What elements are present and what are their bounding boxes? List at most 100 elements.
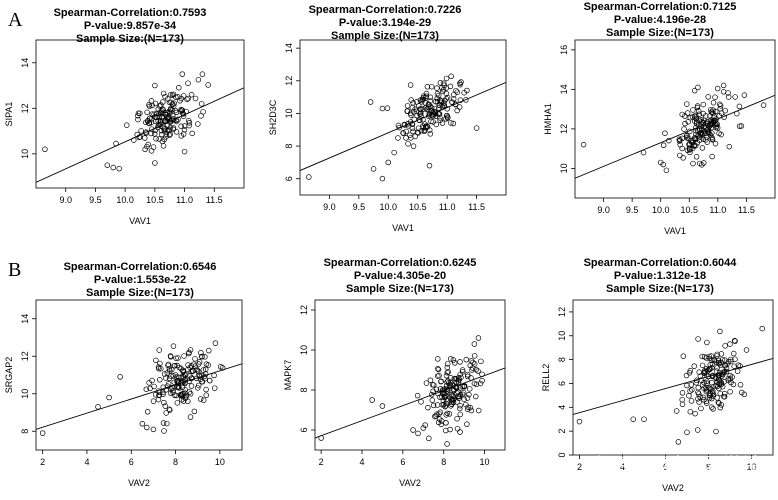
plot-5-point-140 <box>444 364 451 371</box>
plot-4-x-tick-label-5: 10 <box>215 457 225 467</box>
plot-5-point-20 <box>435 356 441 362</box>
plot-4-y-tick-label-2: 10 <box>20 389 30 399</box>
plot-3-y-tick-label-2: 12 <box>559 124 569 134</box>
plot-4-point-71 <box>200 397 207 403</box>
plot-2-point-133 <box>421 128 428 135</box>
watermark-group: 知乎 @科研显微镜 <box>596 453 762 477</box>
plot-2-point-28 <box>414 112 420 119</box>
plot-1-y-tick-label-3: 14 <box>20 58 30 68</box>
plot-4-point-107 <box>202 354 208 360</box>
plot-6-point-125 <box>713 375 719 382</box>
plot-5-y-tick-label-2: 8 <box>299 387 309 392</box>
plot-1-point-70 <box>200 109 206 115</box>
plot-4-point-121 <box>172 362 178 369</box>
plot-3-point-116 <box>705 129 712 136</box>
plot-5-stat-line-3: Sample Size:(N=173) <box>346 283 454 295</box>
plot-6-point-131 <box>689 387 695 393</box>
plot-4-point-114 <box>143 386 150 392</box>
plot-2-point-171 <box>441 103 448 109</box>
plot-3-x-tick-label-1: 9.0 <box>597 205 610 215</box>
plot-1-point-84 <box>155 106 162 112</box>
plot-2-x-tick-label-6: 11.5 <box>468 202 485 212</box>
plot-5-point-66 <box>471 380 478 387</box>
plot-4-point-82 <box>161 371 168 377</box>
plot-3-point-59 <box>682 113 688 119</box>
plot-4-point-119 <box>155 364 162 370</box>
plot-6-point-4 <box>675 439 682 445</box>
plot-6-point-8 <box>727 341 733 347</box>
plot-1-point-144 <box>142 135 148 141</box>
plot-3-point-49 <box>696 108 702 114</box>
plot-4-point-8 <box>212 340 219 346</box>
plot-6-point-57 <box>691 363 697 369</box>
plot-3-y-tick-label-4: 16 <box>559 45 569 55</box>
plot-5-point-155 <box>461 383 468 390</box>
plot-5-y-tick-label-3: 10 <box>299 345 309 355</box>
plot-5-point-134 <box>425 404 431 411</box>
plot-2-point-120 <box>414 129 421 136</box>
plot-1-point-66 <box>142 146 148 153</box>
plot-1-point-141 <box>157 119 163 125</box>
plot-1-point-139 <box>169 113 176 119</box>
plot-5-point-103 <box>422 422 428 428</box>
plot-4-point-6 <box>144 424 150 431</box>
plot-3-stat-line-2: P-value:4.196e-28 <box>614 14 706 26</box>
plot-6-point-122 <box>701 353 708 360</box>
plot-4-point-166 <box>211 385 218 391</box>
plot-3-point-58 <box>700 101 707 108</box>
plot-5-point-6 <box>457 429 463 435</box>
plot-4-y-tick-label-3: 12 <box>20 351 30 361</box>
plot-3-point-142 <box>717 105 723 112</box>
plot-4-point-67 <box>157 360 163 367</box>
plot-6-point-159 <box>721 390 728 397</box>
plot-1-point-63 <box>146 101 152 108</box>
plot-3-point-83 <box>709 130 715 136</box>
plot-6-point-146 <box>703 387 710 393</box>
plot-3-point-127 <box>718 131 724 138</box>
plot-3-point-60 <box>714 125 721 131</box>
plot-4-point-10 <box>160 420 167 426</box>
plot-4-point-118 <box>164 420 170 427</box>
plot-4-point-146 <box>182 380 188 387</box>
plot-6-point-129 <box>737 382 744 388</box>
plot-5-point-111 <box>427 377 434 383</box>
plot-5-point-109 <box>443 412 450 418</box>
plot-6-point-141 <box>687 408 694 415</box>
plot-5-point-114 <box>430 388 436 394</box>
plot-4-point-81 <box>170 389 176 396</box>
plot-6-point-90 <box>729 374 735 380</box>
plot-3-point-173 <box>725 94 732 100</box>
plot-1-point-104 <box>188 91 195 98</box>
plot-1-point-98 <box>180 113 187 120</box>
plot-5-point-129 <box>436 416 443 422</box>
plot-6-point-109 <box>731 337 738 344</box>
plot-3-point-137 <box>736 103 743 110</box>
plot-2-x-tick-label-4: 10.5 <box>409 202 427 212</box>
plot-2-point-67 <box>454 89 460 95</box>
plot-2-point-144 <box>417 111 424 117</box>
plot-2-point-92 <box>425 101 432 107</box>
plot-5-point-89 <box>479 377 485 384</box>
plot-5-point-168 <box>457 402 463 409</box>
plot-4-point-21 <box>144 409 151 415</box>
plot-1-point-38 <box>160 99 166 105</box>
plot-6-point-101 <box>739 389 745 396</box>
plot-1-point-6 <box>181 148 188 155</box>
plot-3-point-8 <box>720 82 727 89</box>
plot-3-point-53 <box>660 142 667 149</box>
plot-4-y-tick-label-1: 8 <box>20 429 30 434</box>
plot-4-point-110 <box>186 378 192 384</box>
plot-2-point-151 <box>405 141 411 147</box>
plot-5-y-axis-title: MAPK7 <box>283 360 293 391</box>
plot-5-point-60 <box>446 383 453 389</box>
plot-6-point-5 <box>684 429 690 436</box>
plot-2-point-4 <box>385 159 392 166</box>
plot-2-point-31 <box>435 92 442 99</box>
plot-1-point-102 <box>170 101 176 107</box>
plot-4-point-142 <box>156 347 163 353</box>
plot-6-point-55 <box>693 380 700 386</box>
plot-6-point-50 <box>708 404 715 410</box>
plot-1-point-101 <box>131 137 137 143</box>
plot-5-point-160 <box>448 401 455 407</box>
plot-2-point-137 <box>400 130 407 136</box>
